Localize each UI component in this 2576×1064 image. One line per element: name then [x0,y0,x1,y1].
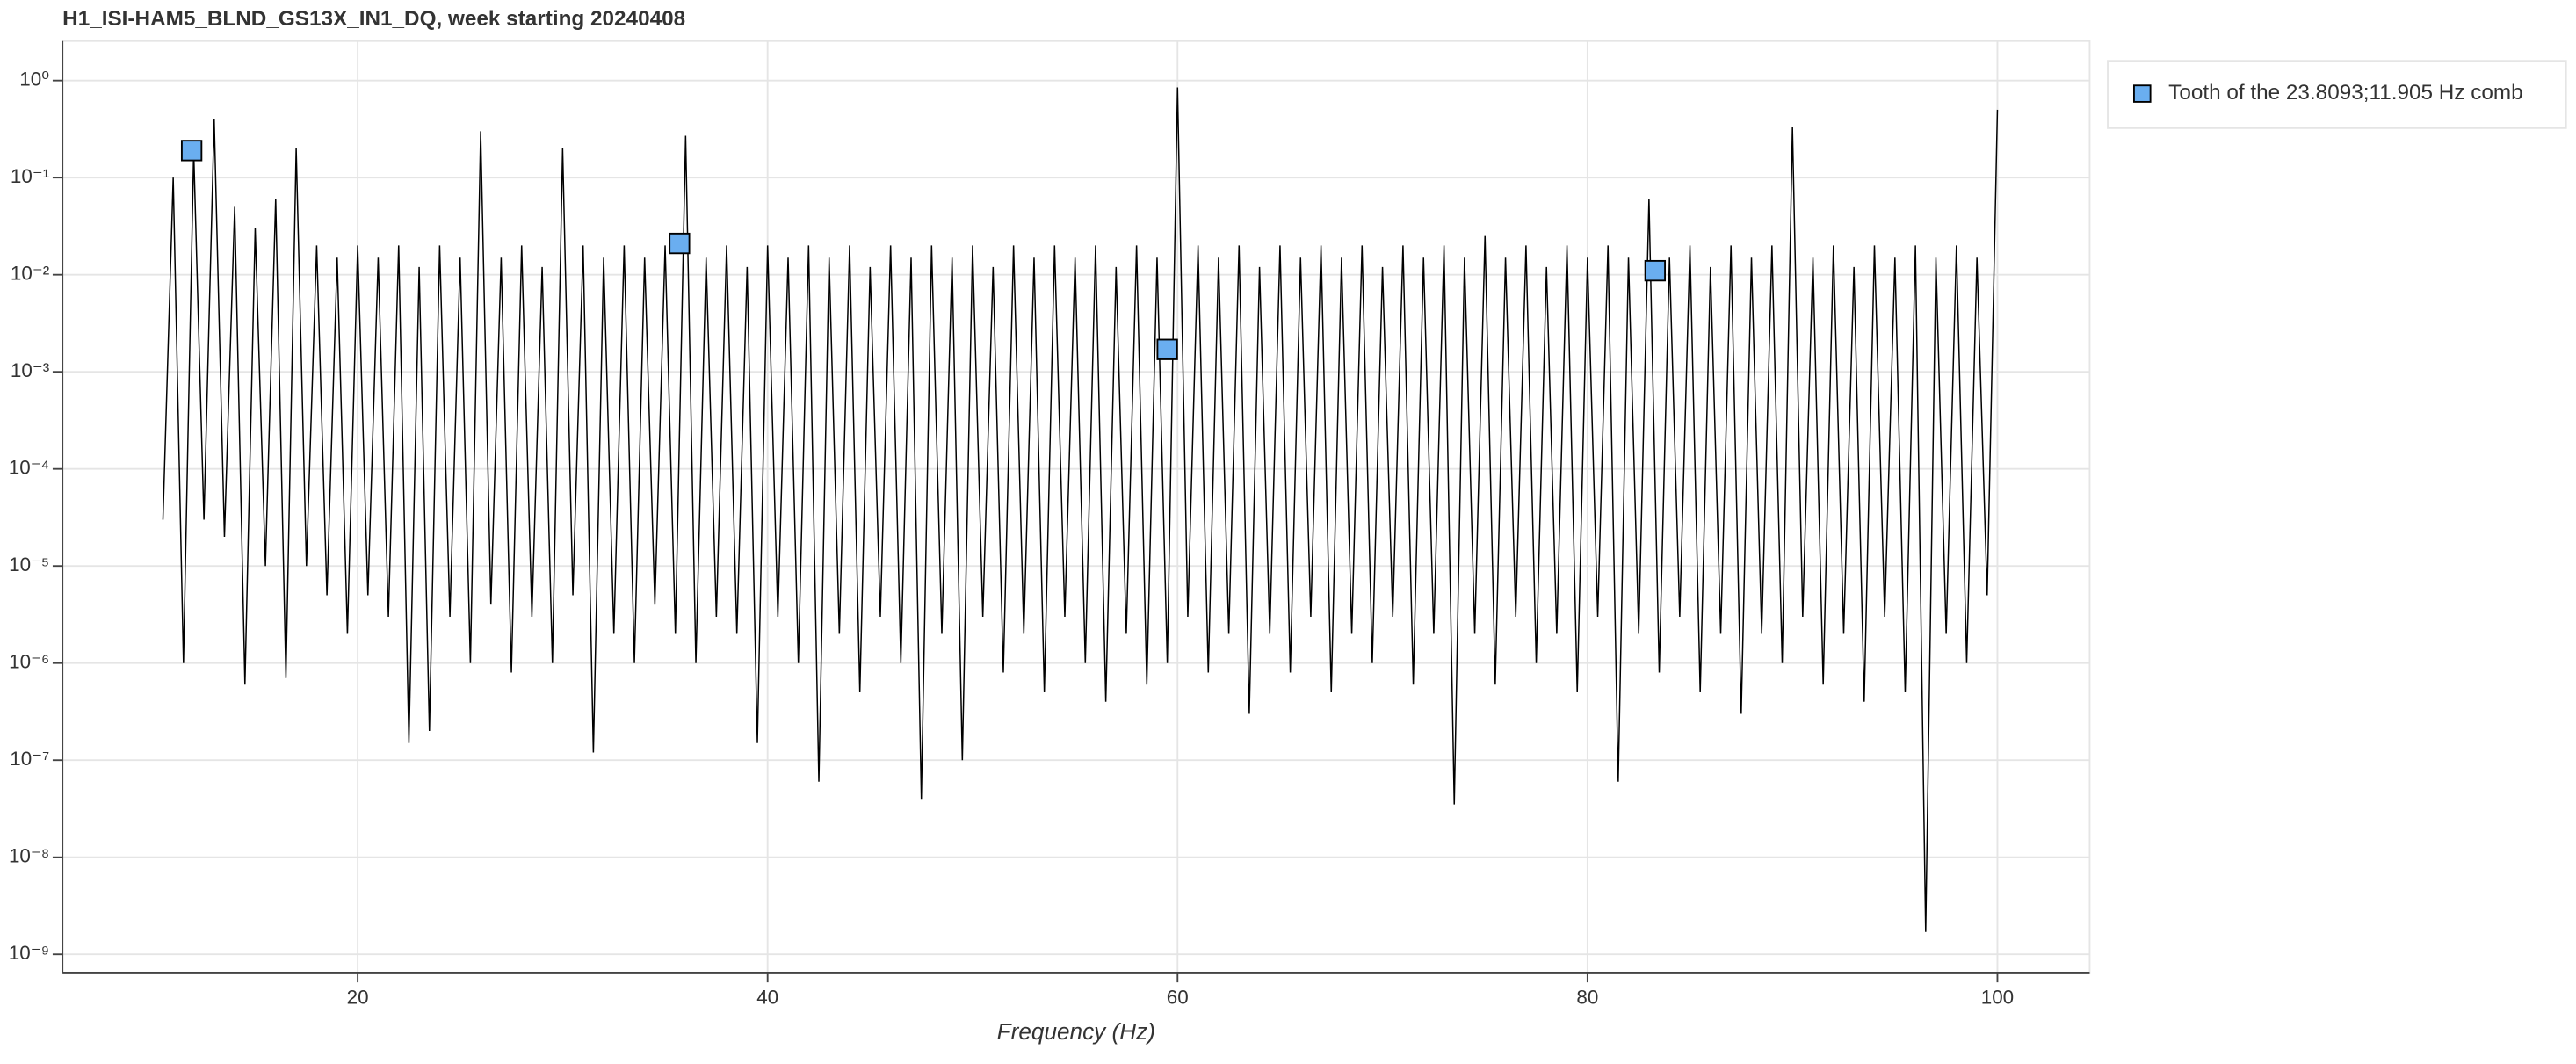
x-tick-label: 40 [756,987,778,1009]
y-tick-label: 10⁻⁹ [9,942,49,964]
x-axis-label: Frequency (Hz) [997,1018,1155,1045]
y-tick-label: 10⁻³ [11,359,50,381]
y-tick-label: 10⁻⁶ [9,651,49,673]
chart-title: H1_ISI-HAM5_BLND_GS13X_IN1_DQ, week star… [62,7,685,31]
x-tick-label: 100 [1981,987,2014,1009]
y-tick-label: 10⁻⁵ [9,554,49,575]
comb-marker [1156,338,1178,360]
y-tick-label: 10⁻¹ [11,165,49,187]
y-tick-label: 10⁰ [19,69,49,90]
legend-label: Tooth of the 23.8093;11.905 Hz comb [2168,81,2522,105]
y-tick-label: 10⁻⁴ [9,457,49,479]
comb-marker [1644,259,1667,282]
legend-box [2107,60,2567,129]
y-tick-label: 10⁻⁷ [10,748,49,770]
comb-marker [669,232,691,255]
y-tick-label: 10⁻⁸ [9,845,49,867]
legend-swatch [2132,84,2152,103]
x-tick-label: 60 [1167,987,1189,1009]
x-tick-label: 20 [347,987,369,1009]
y-tick-label: 10⁻² [11,263,50,285]
comb-marker [180,140,203,162]
legend: Tooth of the 23.8093;11.905 Hz comb [2107,60,2567,129]
x-tick-label: 80 [1576,987,1598,1009]
spectrum-line [162,87,1999,932]
plot-area [62,40,2091,974]
